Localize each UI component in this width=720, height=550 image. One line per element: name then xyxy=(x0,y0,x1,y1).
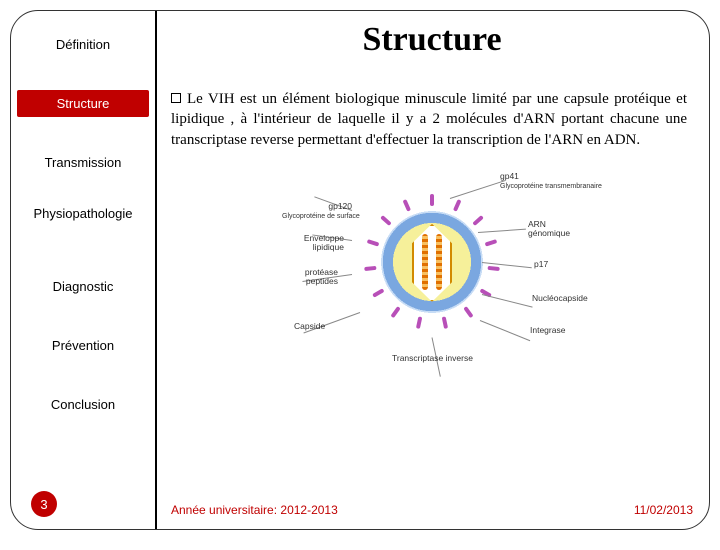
sidebar-item-physiopathologie[interactable]: Physiopathologie xyxy=(11,200,155,227)
slide-number-badge: 3 xyxy=(31,491,57,517)
sidebar-item-prevention[interactable]: Prévention xyxy=(11,332,155,359)
fig-label-envelope: Enveloppelipidique xyxy=(282,234,344,252)
fig-label-protease: protéasepeptides xyxy=(282,268,338,286)
body-paragraph: Le VIH est un élément biologique minuscu… xyxy=(171,89,693,150)
slide-frame: Définition Structure Transmission Physio… xyxy=(10,10,710,530)
fig-label-p17: p17 xyxy=(534,260,548,269)
sidebar-item-definition[interactable]: Définition xyxy=(11,31,155,58)
fig-label-capsid: Capside xyxy=(294,322,325,331)
virus-rna-strand xyxy=(436,234,442,290)
body-text: Le VIH est un élément biologique minuscu… xyxy=(171,91,687,148)
main-content: Structure Le VIH est un élément biologiq… xyxy=(171,21,693,491)
footer-left: Année universitaire: 2012-2013 xyxy=(171,503,338,517)
divider-vertical xyxy=(155,11,157,529)
sidebar: Définition Structure Transmission Physio… xyxy=(11,11,155,418)
page-title: Structure xyxy=(171,21,693,59)
sidebar-item-transmission[interactable]: Transmission xyxy=(11,149,155,176)
sidebar-item-diagnostic[interactable]: Diagnostic xyxy=(11,273,155,300)
virus-diagram: gp41Glycoprotéine transmembranaire gp120… xyxy=(282,162,582,362)
leader-line xyxy=(450,180,505,199)
footer: Année universitaire: 2012-2013 11/02/201… xyxy=(171,503,693,517)
sidebar-item-structure[interactable]: Structure xyxy=(17,90,149,117)
sidebar-item-conclusion[interactable]: Conclusion xyxy=(11,391,155,418)
fig-label-rt: Transcriptase inverse xyxy=(392,354,473,363)
fig-label-nucleocapsid: Nucléocapside xyxy=(532,294,588,303)
footer-date: 11/02/2013 xyxy=(634,503,693,517)
fig-label-arn: ARNgénomique xyxy=(528,220,570,238)
fig-label-gp41: gp41Glycoprotéine transmembranaire xyxy=(500,172,602,190)
fig-label-integrase: Integrase xyxy=(530,326,565,335)
leader-line xyxy=(480,320,530,341)
virus-rna-strand xyxy=(422,234,428,290)
fig-label-gp120: gp120Glycoprotéine de surface xyxy=(282,202,352,220)
bullet-icon xyxy=(171,93,181,103)
